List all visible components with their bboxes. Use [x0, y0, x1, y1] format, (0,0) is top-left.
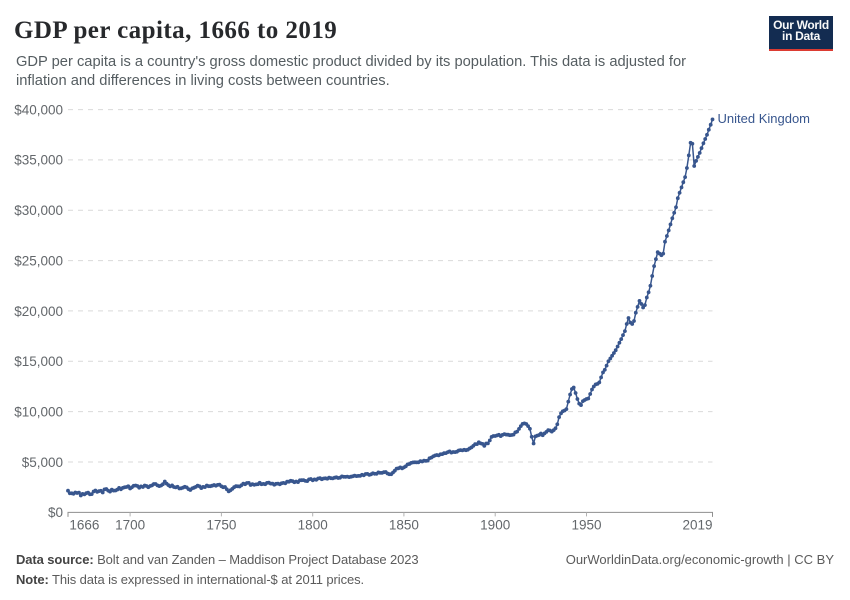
svg-text:1850: 1850 — [389, 518, 419, 533]
svg-text:1700: 1700 — [115, 518, 145, 533]
svg-text:$40,000: $40,000 — [14, 102, 63, 117]
svg-text:1900: 1900 — [480, 518, 510, 533]
svg-text:1800: 1800 — [298, 518, 328, 533]
svg-text:2019: 2019 — [682, 518, 712, 533]
svg-text:$5,000: $5,000 — [22, 455, 63, 470]
svg-text:$35,000: $35,000 — [14, 153, 63, 168]
svg-text:1666: 1666 — [69, 518, 99, 533]
svg-text:$10,000: $10,000 — [14, 404, 63, 419]
svg-text:$0: $0 — [48, 505, 63, 520]
svg-text:1950: 1950 — [571, 518, 601, 533]
svg-text:$20,000: $20,000 — [14, 304, 63, 319]
svg-text:1750: 1750 — [206, 518, 236, 533]
svg-text:$30,000: $30,000 — [14, 203, 63, 218]
svg-text:United Kingdom: United Kingdom — [718, 111, 811, 126]
svg-text:$15,000: $15,000 — [14, 354, 63, 369]
svg-text:$25,000: $25,000 — [14, 253, 63, 268]
